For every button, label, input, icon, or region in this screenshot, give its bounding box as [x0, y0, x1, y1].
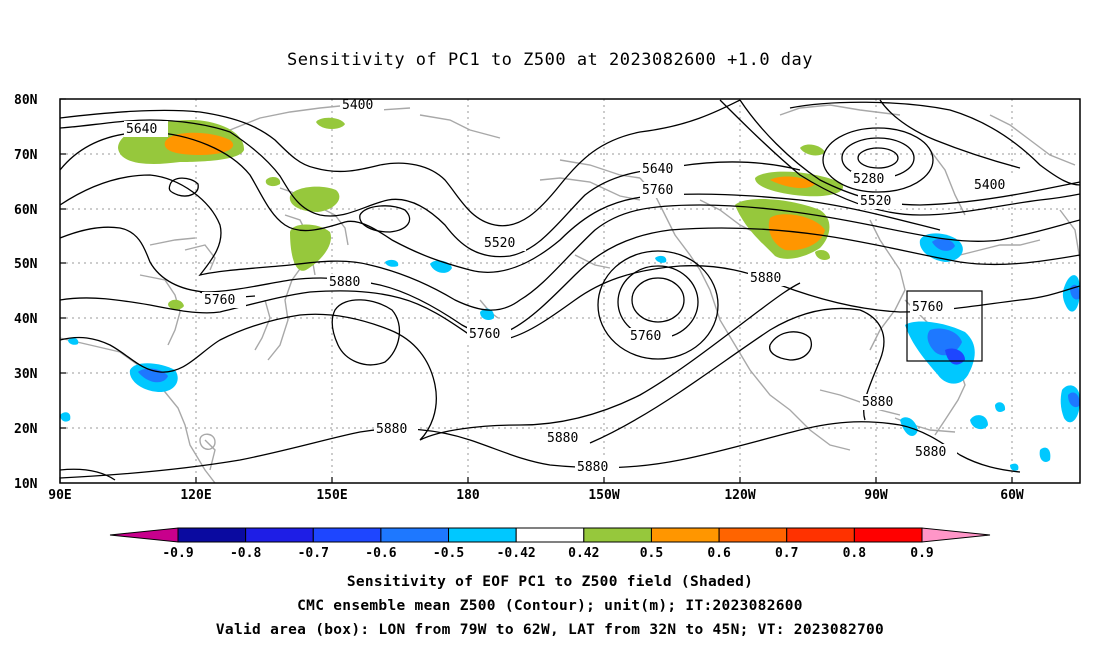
gridlines: [60, 99, 1080, 483]
colorbar-tick-label: 0.42: [568, 546, 599, 561]
lon-label: 90E: [48, 488, 71, 503]
colorbar-tick-label: -0.7: [298, 546, 329, 561]
contour-label-text: 5640: [126, 122, 157, 137]
map-title: Sensitivity of PC1 to Z500 at 2023082600…: [286, 50, 813, 70]
colorbar-swatch: [515, 527, 585, 543]
lon-label: 60W: [1000, 488, 1024, 503]
contour-label: 5880: [327, 274, 371, 290]
lon-label: 150W: [588, 488, 619, 503]
contour-label-text: 5520: [860, 194, 891, 209]
lat-label: 10N: [14, 477, 38, 492]
contour-label-text: 5880: [862, 395, 893, 410]
contour-label-text: 5760: [630, 329, 661, 344]
caption-contour: CMC ensemble mean Z500 (Contour); unit(m…: [297, 598, 803, 614]
contour-label: 5760: [628, 328, 672, 344]
contour-label: 5400: [972, 177, 1016, 193]
colorbar-tick-label: -0.9: [162, 546, 193, 561]
contour-label: 5760: [910, 299, 954, 315]
colorbar-swatch: [853, 527, 923, 543]
contour-label-layer: 5400 5640 5640 5760 5520 5880 5760 5760 …: [124, 97, 1016, 475]
contour-label-text: 5880: [376, 422, 407, 437]
contour-label: 5760: [202, 292, 246, 308]
contour-label-text: 5760: [469, 327, 500, 342]
colorbar-tick-label: -0.8: [230, 546, 261, 561]
contour-label-text: 5760: [642, 183, 673, 198]
colorbar-swatch: [786, 527, 855, 543]
colorbar-swatch: [650, 527, 720, 543]
lat-label: 40N: [14, 312, 38, 327]
lon-label: 120E: [180, 488, 211, 503]
contour-label-text: 5640: [642, 162, 673, 177]
contour-label: 5400: [340, 97, 384, 113]
lat-label: 30N: [14, 367, 38, 382]
lat-label: 60N: [14, 203, 38, 218]
colorbar-tick-label: 0.9: [910, 546, 933, 561]
colorbar-tick-label: 0.6: [707, 546, 731, 561]
axis-ticks: [59, 98, 1013, 483]
colorbar-swatch: [312, 527, 382, 543]
contour-label: 5760: [467, 326, 511, 342]
colorbar-swatch: [583, 527, 652, 543]
colorbar-swatch: [718, 527, 788, 543]
contour-label-text: 5520: [484, 236, 515, 251]
contour-label-text: 5880: [577, 460, 608, 475]
colorbar-swatch: [448, 527, 517, 543]
valid-area-box: [906, 290, 983, 362]
contour-label: 5880: [575, 459, 619, 475]
colorbar-tick-label: -0.6: [365, 546, 396, 561]
colorbar: -0.9 -0.8 -0.7 -0.6 -0.5 -0.42 0.42 0.5 0.6 0.7 0.…: [109, 527, 991, 561]
lon-label: 150E: [316, 488, 347, 503]
lon-labels: 90E 120E 150E 180 150W 120W 90W 60W: [48, 488, 1024, 503]
contour-label: 5880: [860, 394, 904, 410]
contour-label: 5640: [124, 121, 168, 137]
contour-label: 5760: [640, 182, 684, 198]
contour-label-text: 5760: [912, 300, 943, 315]
contour-label-text: 5880: [915, 445, 946, 460]
contour-label: 5280: [851, 171, 895, 187]
contour-label-text: 5760: [204, 293, 235, 308]
map-frame: [59, 98, 1081, 484]
colorbar-tick-label: 0.7: [775, 546, 798, 561]
contour-label: 5520: [858, 193, 902, 209]
lon-label: 90W: [864, 488, 888, 503]
contour-label-text: 5280: [853, 172, 884, 187]
colorbar-swatch: [245, 527, 314, 543]
caption-shading: Sensitivity of EOF PC1 to Z500 field (Sh…: [346, 574, 754, 590]
contour-label-text: 5400: [974, 178, 1005, 193]
contour-label: 5640: [640, 161, 684, 177]
lat-label: 20N: [14, 422, 38, 437]
contour-label: 5880: [545, 430, 589, 446]
contour-label-text: 5880: [547, 431, 578, 446]
colorbar-swatch: [380, 527, 450, 543]
caption-valid-area: Valid area (box): LON from 79W to 62W, L…: [215, 622, 885, 638]
lon-label: 120W: [724, 488, 755, 503]
lat-label: 50N: [14, 257, 38, 272]
colorbar-tick-label: -0.5: [433, 546, 464, 561]
contour-label-text: 5880: [329, 275, 360, 290]
colorbar-max-arrow: [921, 527, 991, 543]
colorbar-tick-label: 0.5: [640, 546, 663, 561]
contour-label-text: 5400: [342, 98, 373, 113]
lat-label: 70N: [14, 148, 38, 163]
contour-label: 5520: [482, 235, 526, 251]
lon-label: 180: [456, 488, 480, 503]
contour-label: 5880: [374, 421, 418, 437]
contour-label: 5880: [913, 444, 957, 460]
lat-label: 80N: [14, 93, 38, 108]
lat-labels: 80N 70N 60N 50N 40N 30N 20N 10N: [14, 93, 38, 492]
contour-label: 5880: [748, 270, 792, 286]
colorbar-tick-label: -0.42: [497, 546, 536, 561]
colorbar-tick-label: 0.8: [843, 546, 867, 561]
colorbar-min-arrow: [109, 527, 179, 543]
colorbar-swatch: [177, 527, 247, 543]
contour-label-text: 5880: [750, 271, 781, 286]
